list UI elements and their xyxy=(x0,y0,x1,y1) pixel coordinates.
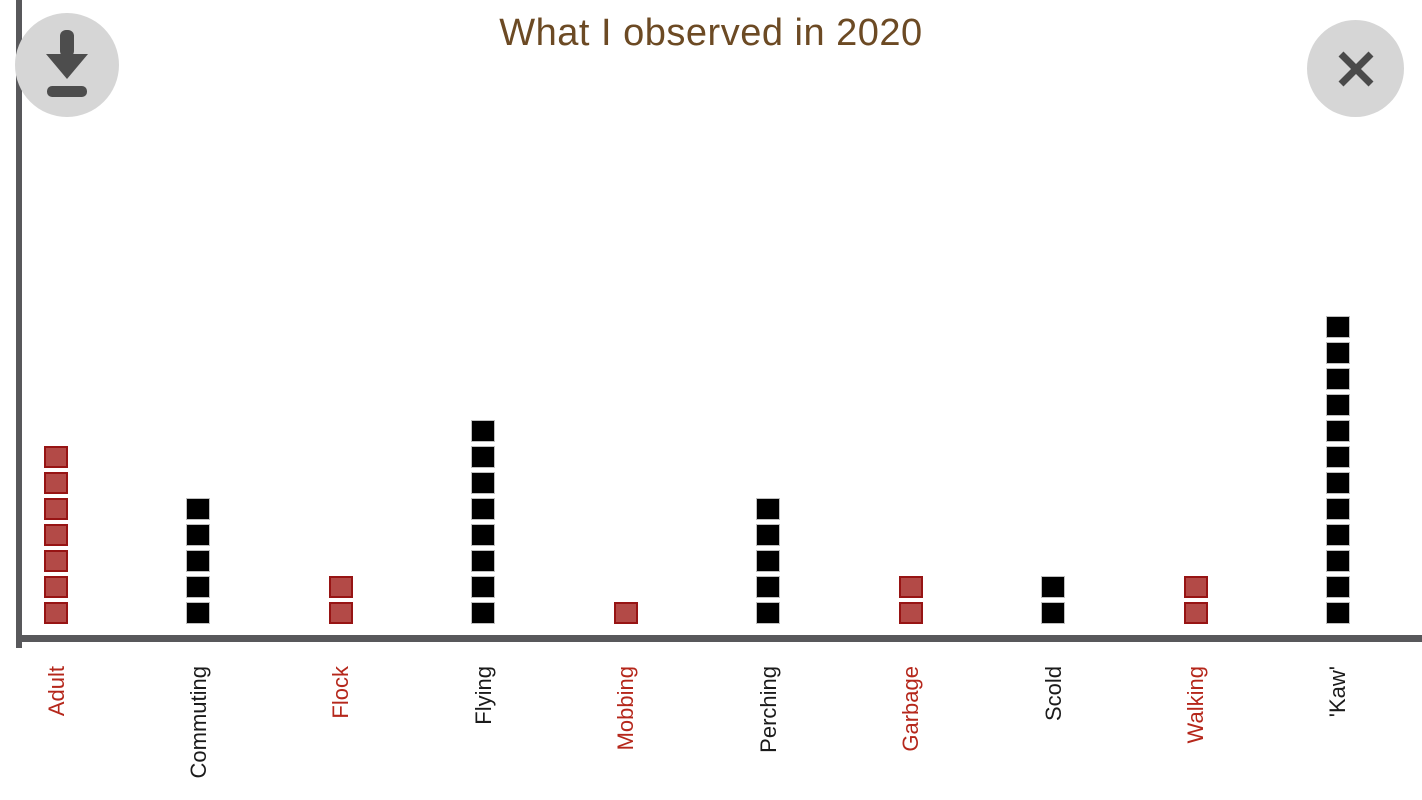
x-tick-label: Scold xyxy=(1040,666,1067,800)
unit-square xyxy=(471,524,496,546)
x-tick-label-text: Garbage xyxy=(898,666,924,752)
x-tick-label-text: Walking xyxy=(1183,666,1209,744)
unit-square xyxy=(44,446,68,468)
unit-square xyxy=(471,446,496,468)
x-tick-label: Mobbing xyxy=(612,666,639,800)
x-tick-label: 'Kaw' xyxy=(1324,666,1351,800)
unit-square xyxy=(1325,316,1350,338)
unit-square xyxy=(1183,602,1208,624)
unit-square xyxy=(1325,394,1350,416)
unit-square xyxy=(186,498,211,520)
unit-square xyxy=(186,576,211,598)
bar-mobbing xyxy=(613,602,638,624)
bar-perching xyxy=(756,498,781,624)
chart-title: What I observed in 2020 xyxy=(499,12,923,54)
unit-square xyxy=(756,602,781,624)
unit-square xyxy=(1183,576,1208,598)
x-tick-label-text: Adult xyxy=(43,666,69,717)
unit-square xyxy=(1325,576,1350,598)
x-tick-label-text: Flock xyxy=(328,666,354,719)
x-tick-label-text: Commuting xyxy=(185,666,211,779)
x-tick-label: Flying xyxy=(470,666,497,800)
bar-commuting xyxy=(186,498,211,624)
unit-square xyxy=(471,420,496,442)
unit-square xyxy=(1325,524,1350,546)
y-axis-line xyxy=(16,0,22,648)
download-button[interactable] xyxy=(15,13,119,117)
unit-square xyxy=(186,524,211,546)
x-tick-label: Walking xyxy=(1182,666,1209,800)
bar-walking xyxy=(1183,576,1208,624)
unit-square xyxy=(898,602,923,624)
unit-square xyxy=(44,550,68,572)
x-tick-label-text: Mobbing xyxy=(613,666,639,751)
close-button[interactable] xyxy=(1307,20,1404,117)
x-tick-label: Flock xyxy=(327,666,354,800)
unit-square xyxy=(328,602,353,624)
x-tick-label: Adult xyxy=(43,666,70,800)
unit-square xyxy=(756,550,781,572)
unit-square xyxy=(471,602,496,624)
bar-scold xyxy=(1041,576,1066,624)
unit-square xyxy=(1325,446,1350,468)
x-axis-line xyxy=(16,635,1422,642)
unit-square xyxy=(186,550,211,572)
unit-square xyxy=(1325,550,1350,572)
unit-square xyxy=(471,576,496,598)
unit-square xyxy=(44,472,68,494)
unit-square xyxy=(44,498,68,520)
unit-square xyxy=(613,602,638,624)
unit-square xyxy=(898,576,923,598)
x-tick-label-text: 'Kaw' xyxy=(1325,666,1351,718)
unit-square xyxy=(756,498,781,520)
x-tick-label: Garbage xyxy=(897,666,924,800)
unit-square xyxy=(328,576,353,598)
bar-adult xyxy=(44,446,68,624)
unit-square xyxy=(1041,602,1066,624)
bar-flock xyxy=(328,576,353,624)
unit-square xyxy=(186,602,211,624)
bar-garbage xyxy=(898,576,923,624)
x-tick-label-text: Flying xyxy=(470,666,496,725)
unit-square xyxy=(471,550,496,572)
x-tick-label: Commuting xyxy=(185,666,212,800)
unit-square xyxy=(1325,420,1350,442)
unit-square xyxy=(1325,342,1350,364)
unit-square xyxy=(1325,368,1350,390)
unit-square xyxy=(1325,498,1350,520)
x-tick-label: Perching xyxy=(755,666,782,800)
unit-square xyxy=(44,524,68,546)
unit-square xyxy=(1325,602,1350,624)
close-icon xyxy=(1330,43,1382,95)
unit-square xyxy=(471,472,496,494)
unit-square xyxy=(44,576,68,598)
unit-square xyxy=(756,576,781,598)
unit-square xyxy=(44,602,68,624)
bar-flying xyxy=(471,420,496,624)
bar-kaw xyxy=(1325,316,1350,624)
unit-square xyxy=(1041,576,1066,598)
unit-square xyxy=(756,524,781,546)
x-tick-label-text: Scold xyxy=(1040,666,1066,722)
download-icon xyxy=(38,30,96,100)
unit-square xyxy=(1325,472,1350,494)
unit-square xyxy=(471,498,496,520)
x-tick-label-text: Perching xyxy=(755,666,781,753)
